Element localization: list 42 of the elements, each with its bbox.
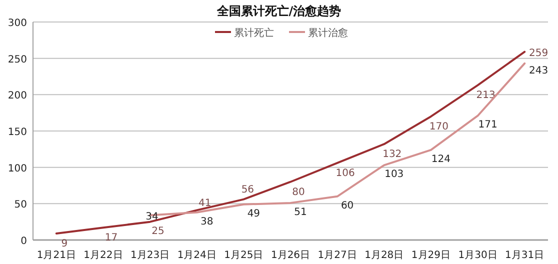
data-label: 41 <box>198 198 212 210</box>
x-tick-label: 1月31日 <box>505 250 544 261</box>
data-label: 103 <box>384 169 404 180</box>
x-tick-label: 1月30日 <box>458 250 498 261</box>
x-tick-label: 1月27日 <box>318 250 357 261</box>
data-label: 259 <box>529 48 548 59</box>
x-tick-label: 1月21日 <box>36 250 76 261</box>
data-label: 60 <box>340 200 354 212</box>
data-label: 170 <box>429 121 448 132</box>
y-tick-label: 100 <box>8 163 27 174</box>
x-tick-label: 1月24日 <box>177 250 216 261</box>
x-tick-label: 1月22日 <box>84 250 123 261</box>
x-tick-label: 1月25日 <box>224 250 264 261</box>
x-tick-label: 1月23日 <box>130 250 170 261</box>
data-label: 171 <box>478 120 498 131</box>
y-tick-label: 50 <box>14 200 27 211</box>
data-label: 17 <box>104 232 118 244</box>
data-label: 56 <box>241 184 254 196</box>
data-label: 106 <box>336 168 355 179</box>
data-label: 243 <box>529 65 548 76</box>
x-tick-label: 1月26日 <box>270 250 310 261</box>
data-label: 25 <box>152 226 164 237</box>
y-tick-label: 150 <box>8 127 27 138</box>
chart-title: 全国累计死亡/治愈趋势 <box>216 4 342 18</box>
y-tick-label: 250 <box>8 54 27 66</box>
y-tick-label: 200 <box>8 90 27 102</box>
line-series <box>55 50 526 234</box>
y-tick-label: 300 <box>8 18 27 29</box>
data-label: 213 <box>476 90 496 102</box>
y-tick-label: 0 <box>20 236 27 247</box>
x-tick-label: 1月28日 <box>364 250 404 261</box>
data-label: 80 <box>292 186 305 198</box>
data-label: 124 <box>431 154 450 165</box>
data-label: 49 <box>247 208 260 220</box>
data-label: 132 <box>382 149 402 160</box>
x-tick-label: 1月29日 <box>411 250 450 261</box>
data-label: 34 <box>146 211 158 222</box>
data-label: 9 <box>61 238 68 250</box>
data-label: 51 <box>294 206 307 218</box>
data-label: 38 <box>200 216 214 228</box>
legend-label: 累计治愈 <box>308 27 348 39</box>
legend-label: 累计死亡 <box>234 27 274 39</box>
